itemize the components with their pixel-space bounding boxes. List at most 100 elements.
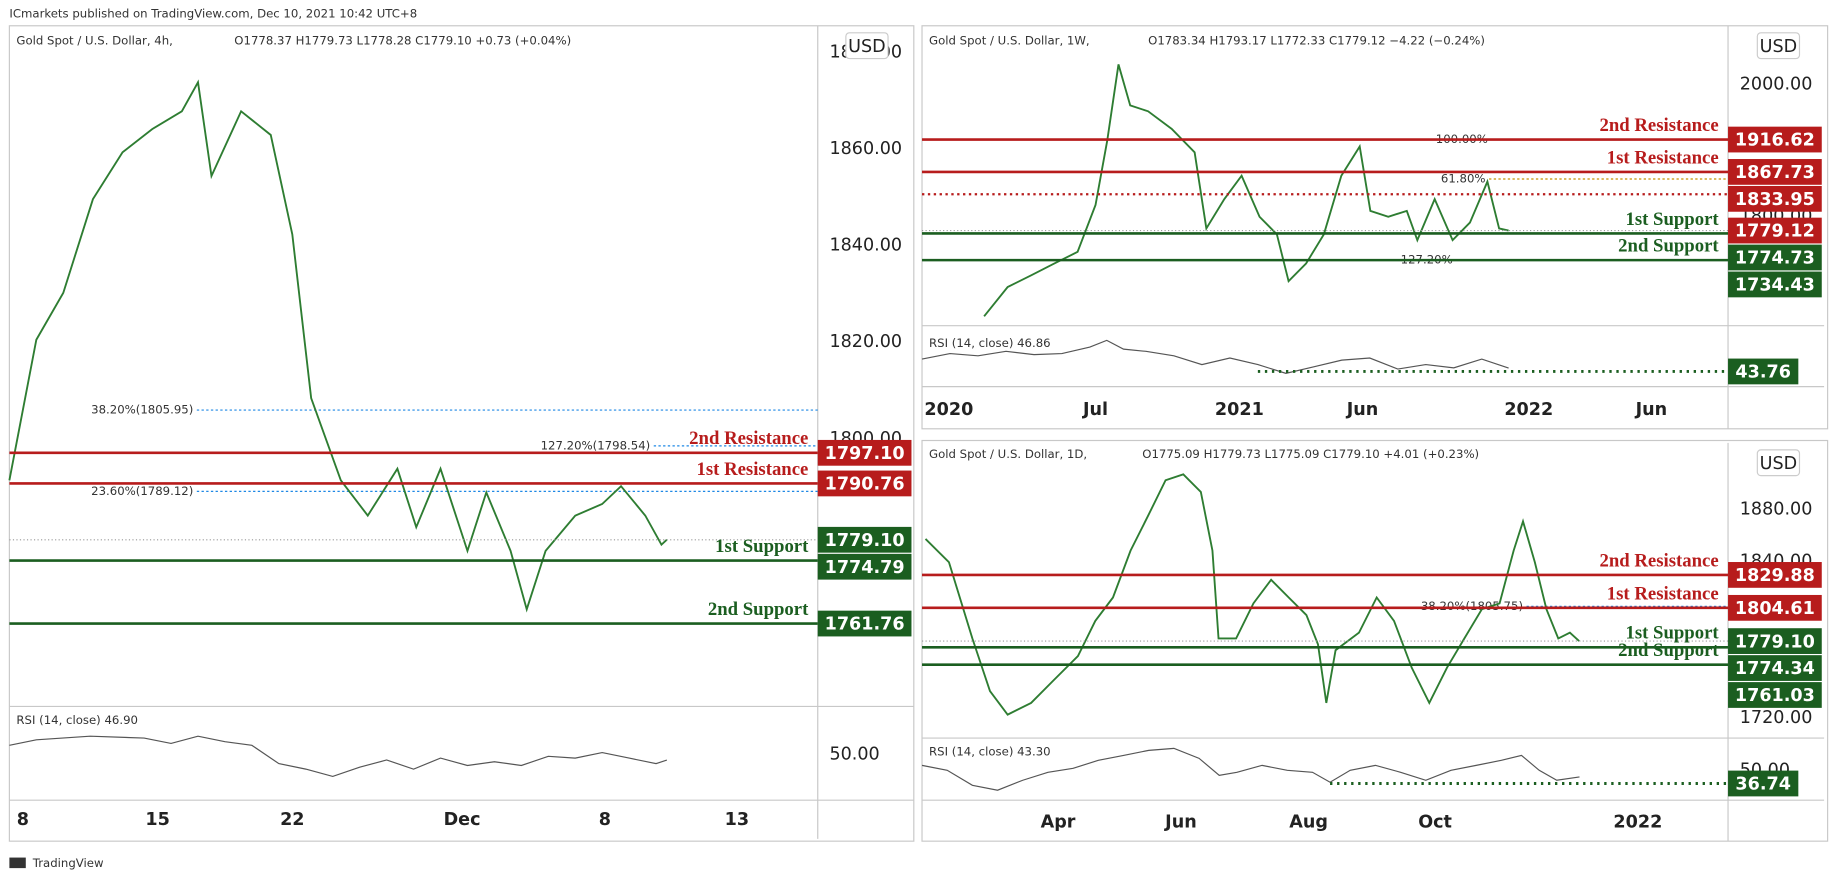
- level-name: 1st Support: [1625, 209, 1719, 230]
- price-tag: [817, 470, 912, 497]
- panel-frame: [8, 25, 915, 842]
- currency: USD: [1760, 37, 1798, 57]
- fib-label: 38.20%(1805.95): [91, 403, 193, 417]
- level-name: 1st Resistance: [1607, 583, 1719, 604]
- price-tag-label: 1833.95: [1735, 190, 1815, 210]
- chart-title: Gold Spot / U.S. Dollar, 1D,: [929, 447, 1087, 461]
- price-tag: [1728, 271, 1822, 298]
- rsi-title: RSI (14, close) 43.30: [929, 745, 1051, 759]
- ohlc: O1778.37 H1779.73 L1778.28 C1779.10 +0.7…: [234, 34, 571, 48]
- x-tick-label: 8: [599, 810, 611, 830]
- fib-label: 38.20%(1805.75): [1421, 599, 1523, 613]
- x-tick-label: Apr: [1041, 812, 1076, 832]
- price-tag: [1728, 244, 1822, 271]
- level-name: 2nd Support: [1618, 236, 1719, 257]
- price-tag: [1728, 185, 1822, 212]
- level-name: 2nd Resistance: [1599, 550, 1718, 571]
- panel-frame: [921, 25, 1829, 430]
- price-tag-label: 1761.03: [1735, 686, 1815, 706]
- rsi-tag-label: 36.74: [1735, 775, 1791, 795]
- brand: TradingView: [32, 856, 104, 870]
- price-tag-label: 1761.76: [825, 615, 905, 635]
- level-name: 2nd Resistance: [1599, 115, 1718, 136]
- level-name: 1st Support: [1625, 623, 1719, 644]
- rsi-tag: [1728, 770, 1799, 797]
- price-tag: [817, 439, 912, 466]
- logo: [9, 857, 26, 869]
- price-tag-label: 1867.73: [1735, 163, 1815, 183]
- price-tag-label: 1779.10: [1735, 632, 1815, 652]
- x-tick-label: 22: [280, 810, 304, 830]
- publisher: ICmarkets published on TradingView.com, …: [9, 7, 417, 21]
- price-tag-label: 1779.12: [1735, 222, 1815, 242]
- price-tag-label: 1774.73: [1735, 249, 1815, 269]
- price-tag-label: 1790.76: [825, 475, 905, 495]
- price-tag-label: 1916.62: [1735, 131, 1815, 151]
- price-tag: [1728, 159, 1822, 185]
- x-tick-label: 13: [725, 810, 749, 830]
- level-name: 2nd Support: [708, 599, 809, 620]
- fib-label: 23.60%(1789.12): [91, 484, 193, 498]
- x-tick-label: Jun: [1164, 812, 1197, 832]
- x-tick-label: Aug: [1289, 812, 1328, 832]
- price-tag: [1728, 126, 1822, 153]
- x-tick-label: Jul: [1082, 400, 1108, 420]
- rsi-tick-label: 50.00: [829, 744, 879, 764]
- fib-label: 127.20%(1798.54): [541, 438, 651, 452]
- price-tag-label: 1804.61: [1735, 599, 1815, 619]
- x-tick-label: 8: [17, 810, 29, 830]
- price-tag-label: 1774.79: [825, 558, 905, 578]
- chart-title: Gold Spot / U.S. Dollar, 4h,: [16, 34, 172, 48]
- price-tag-label: 1829.88: [1735, 566, 1815, 586]
- x-tick-label: Dec: [444, 810, 481, 830]
- x-tick-label: Jun: [1346, 400, 1379, 420]
- price-tag: [817, 610, 912, 637]
- level-name: 2nd Support: [1618, 640, 1719, 661]
- rsi-tag: [1728, 358, 1799, 385]
- x-tick-label: Jun: [1635, 400, 1668, 420]
- price-tag: [1728, 217, 1822, 244]
- x-tick-label: 2020: [924, 400, 973, 420]
- rsi-title: RSI (14, close) 46.90: [16, 713, 138, 727]
- chart-title: Gold Spot / U.S. Dollar, 1W,: [929, 34, 1090, 48]
- price-tag: [1728, 594, 1822, 621]
- currency: USD: [848, 37, 886, 57]
- x-tick-label: 15: [145, 810, 169, 830]
- price-tag-label: 1779.10: [825, 531, 905, 551]
- fib-label: 61.80%: [1441, 172, 1486, 186]
- y-tick-label: 1840.00: [829, 236, 902, 256]
- rsi-tag-label: 43.76: [1735, 363, 1791, 383]
- y-tick-label: 1720.00: [1740, 708, 1813, 728]
- price-tag: [1728, 628, 1822, 654]
- price-tag: [1728, 562, 1822, 588]
- rsi-line: [921, 339, 1509, 374]
- x-tick-label: 2021: [1215, 400, 1264, 420]
- price-tag-label: 1774.34: [1735, 659, 1815, 679]
- rsi-line: [921, 747, 1580, 791]
- price-line: [983, 64, 1509, 317]
- price-tag: [1728, 655, 1822, 681]
- x-tick-label: 2022: [1504, 400, 1553, 420]
- level-name: 1st Resistance: [1607, 147, 1719, 168]
- y-tick-label: 1860.00: [829, 139, 902, 159]
- currency-box: [1756, 449, 1801, 477]
- rsi-title: RSI (14, close) 46.86: [929, 336, 1051, 350]
- price-tag-label: 1797.10: [825, 444, 905, 464]
- ohlc: O1783.34 H1793.17 L1772.33 C1779.12 −4.2…: [1148, 34, 1485, 48]
- level-name: 2nd Resistance: [689, 428, 808, 449]
- currency: USD: [1760, 454, 1798, 474]
- price-tag-label: 1734.43: [1735, 276, 1815, 296]
- price-tag: [817, 526, 912, 553]
- y-tick-label: 1820.00: [829, 332, 902, 352]
- level-name: 1st Support: [715, 536, 809, 557]
- price-tag: [817, 553, 912, 580]
- y-tick-label: 2000.00: [1740, 74, 1813, 94]
- price-tag: [1728, 682, 1822, 708]
- ohlc: O1775.09 H1779.73 L1775.09 C1779.10 +4.0…: [1142, 447, 1479, 461]
- x-tick-label: Oct: [1418, 812, 1452, 832]
- y-tick-label: 1880.00: [1740, 500, 1813, 520]
- level-name: 1st Resistance: [697, 459, 809, 480]
- rsi-line: [9, 735, 668, 777]
- x-tick-label: 2022: [1613, 812, 1662, 832]
